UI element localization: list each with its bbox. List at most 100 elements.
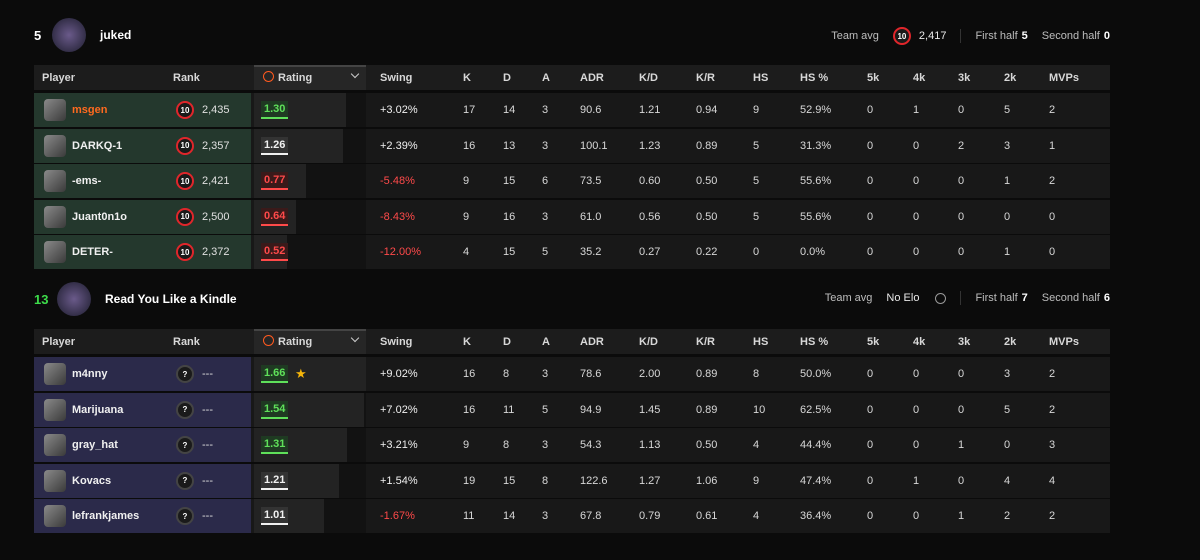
rating-value: 0.64 xyxy=(261,207,289,226)
column-header: ADR xyxy=(580,336,604,348)
elo: --- xyxy=(202,368,213,380)
team-logo xyxy=(57,282,91,316)
stat: 47.4% xyxy=(800,474,832,487)
stat: 5 xyxy=(753,139,760,152)
stat: 9 xyxy=(753,474,760,487)
column-header: K xyxy=(463,336,471,348)
rank-badge: 10 xyxy=(176,136,194,155)
player-name[interactable]: Juant0n1o xyxy=(72,210,128,223)
player-avatar xyxy=(44,505,66,528)
player-name[interactable]: msgen xyxy=(72,104,108,116)
rank-badge: ? xyxy=(176,365,194,383)
stat: 2 xyxy=(1049,175,1056,188)
first-half-label: First half xyxy=(975,292,1018,304)
stat: 4 xyxy=(463,246,470,259)
stat: 0 xyxy=(867,368,874,380)
team-score: 5 xyxy=(34,28,42,43)
column-header: 4k xyxy=(913,72,926,84)
rating-value: 1.01 xyxy=(261,507,289,526)
column-header: Swing xyxy=(380,336,413,348)
stat: 90.6 xyxy=(580,104,602,116)
column-header: HS xyxy=(753,336,769,348)
stat: 3 xyxy=(542,210,549,223)
stat: 0 xyxy=(867,439,874,452)
column-header[interactable]: Rating xyxy=(278,72,313,84)
player-cell xyxy=(34,128,251,163)
player-avatar xyxy=(44,434,66,457)
column-header: D xyxy=(503,336,511,348)
sort-icon[interactable] xyxy=(263,71,274,82)
team-avg-elo: No Elo xyxy=(886,292,920,304)
stat: 2 xyxy=(1049,368,1056,380)
column-header: 5k xyxy=(867,336,880,348)
stat: 11 xyxy=(463,510,475,523)
stat: 5 xyxy=(753,175,760,188)
stat: 1.06 xyxy=(696,474,718,487)
player-cell xyxy=(34,499,251,534)
stat: 0 xyxy=(958,210,965,223)
stat: 67.8 xyxy=(580,510,602,523)
column-header: 5k xyxy=(867,72,880,84)
rating-value: 1.30 xyxy=(261,101,289,119)
rank-badge: 10 xyxy=(176,172,194,191)
stat: 0 xyxy=(867,246,874,259)
stat: 0 xyxy=(913,175,920,188)
table-header xyxy=(34,65,1110,90)
column-header: Swing xyxy=(380,72,413,84)
stat: 16 xyxy=(463,139,476,152)
player-avatar xyxy=(44,99,66,121)
rating-value: 0.52 xyxy=(261,243,289,262)
stat: 62.5% xyxy=(800,403,832,416)
stat: 15 xyxy=(503,474,516,487)
player-name[interactable]: DARKQ-1 xyxy=(72,139,123,152)
stat: 3 xyxy=(542,368,549,380)
sort-icon[interactable] xyxy=(263,335,274,346)
divider xyxy=(960,29,962,43)
rating-value: 1.66 xyxy=(261,365,289,383)
stat: 0.60 xyxy=(639,175,661,188)
stat: 61.0 xyxy=(580,210,602,223)
team-logo xyxy=(52,18,86,52)
player-name[interactable]: lefrankjames xyxy=(72,510,140,523)
rank-badge: ? xyxy=(176,471,194,490)
player-name[interactable]: DETER- xyxy=(72,246,113,259)
rank-badge: ? xyxy=(176,400,194,419)
stat: 0 xyxy=(958,175,965,188)
stat: 0.0% xyxy=(800,246,826,259)
player-avatar xyxy=(44,170,66,193)
player-avatar xyxy=(44,469,66,492)
first-half-value: 5 xyxy=(1021,30,1028,42)
player-name[interactable]: -ems- xyxy=(72,175,102,188)
stat: 8 xyxy=(753,368,760,380)
player-name[interactable]: m4nny xyxy=(72,368,108,380)
rank-badge: ? xyxy=(176,436,194,455)
column-header[interactable]: Rating xyxy=(278,336,313,348)
stat: 0 xyxy=(913,439,920,452)
stat: 4 xyxy=(753,439,760,452)
stat: 0 xyxy=(958,104,965,116)
player-name[interactable]: Marijuana xyxy=(72,403,124,416)
column-header: MVPs xyxy=(1049,72,1079,84)
stat: 8 xyxy=(503,368,510,380)
stat: 16 xyxy=(463,368,476,380)
stat: 0.61 xyxy=(696,510,718,523)
player-cell xyxy=(34,199,251,234)
stat: 0.50 xyxy=(696,175,718,188)
player-cell xyxy=(34,93,251,127)
stat: 17 xyxy=(463,104,476,116)
team-avg-label: Team avg xyxy=(831,30,879,42)
player-name[interactable]: gray_hat xyxy=(72,439,118,452)
player-name[interactable]: Kovacs xyxy=(72,474,112,487)
stat: 3 xyxy=(1004,139,1011,152)
stat: 11 xyxy=(503,403,515,416)
stat: 3 xyxy=(1004,368,1011,380)
player-cell xyxy=(34,428,251,463)
player-avatar xyxy=(44,205,66,228)
rating-value: 1.21 xyxy=(261,471,289,490)
player-cell xyxy=(34,392,251,427)
player-cell xyxy=(34,164,251,199)
stat: 0 xyxy=(1004,210,1011,223)
stat: 3 xyxy=(542,139,549,152)
mvp-star: ★ xyxy=(295,366,307,381)
stat: 0 xyxy=(867,104,874,116)
